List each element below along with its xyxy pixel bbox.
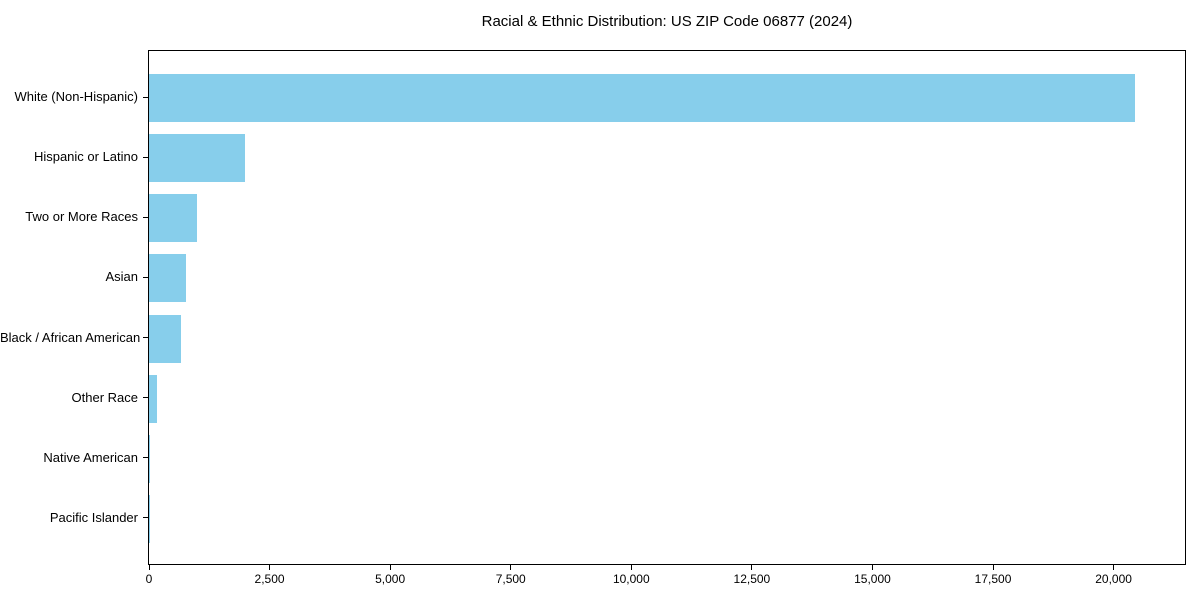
y-tick-label: Two or More Races (25, 209, 138, 225)
bar-black-african-american (149, 314, 182, 363)
y-tick-label: Other Race (71, 389, 138, 405)
bar-native-american (149, 434, 151, 483)
y-tick-label: White (Non-Hispanic) (14, 89, 138, 105)
x-tick-mark (992, 565, 994, 570)
bar-pacific-islander (149, 494, 150, 543)
x-tick-label: 20,000 (1095, 572, 1132, 586)
x-tick-mark (630, 565, 632, 570)
bar-white-non-hispanic (149, 74, 1136, 123)
y-tick-label: Asian (105, 269, 138, 285)
y-tick-mark (143, 276, 148, 278)
x-tick-label: 7,500 (495, 572, 526, 586)
y-tick-label: Native American (43, 449, 138, 465)
x-tick-label: 0 (145, 572, 153, 586)
x-tick-mark (389, 565, 391, 570)
x-tick-mark (148, 565, 150, 570)
chart-title: Racial & Ethnic Distribution: US ZIP Cod… (481, 13, 853, 30)
y-tick-label: Hispanic or Latino (33, 149, 138, 165)
y-tick-label: Pacific Islander (49, 509, 138, 525)
bar-asian (149, 254, 186, 303)
bar-two-or-more-races (149, 194, 198, 243)
y-tick-mark (143, 96, 148, 98)
y-tick-mark (143, 517, 148, 519)
x-tick-label: 2,500 (254, 572, 285, 586)
y-tick-mark (143, 397, 148, 399)
y-tick-label: Black / African American (0, 329, 141, 345)
x-tick-label: 17,500 (974, 572, 1012, 586)
y-tick-mark (143, 457, 148, 459)
x-tick-label: 12,500 (733, 572, 771, 586)
x-tick-label: 15,000 (854, 572, 891, 586)
x-tick-label: 5,000 (375, 572, 406, 586)
y-tick-mark (143, 337, 148, 338)
x-tick-mark (751, 565, 753, 570)
x-tick-label: 10,000 (612, 572, 650, 586)
bar-other-race (149, 374, 157, 423)
x-tick-mark (1113, 565, 1115, 570)
bar-hispanic-or-latino (149, 134, 246, 183)
y-tick-mark (143, 216, 148, 218)
y-tick-mark (143, 156, 148, 158)
x-tick-mark (269, 565, 271, 570)
x-tick-mark (510, 565, 512, 570)
plot-area (148, 50, 1186, 565)
x-tick-mark (871, 565, 873, 570)
